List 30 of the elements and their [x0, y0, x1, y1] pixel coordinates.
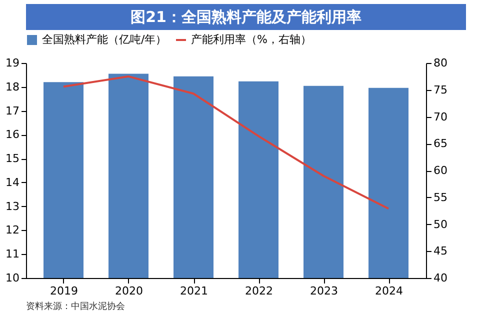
x-tick-label: 2021	[180, 284, 208, 298]
y-tick-label: 17	[6, 104, 20, 118]
x-tick-label: 2024	[375, 284, 403, 298]
y-tick-label: 12	[6, 224, 20, 237]
x-tick-label: 2023	[310, 284, 338, 298]
y2-tick-label: 40	[434, 272, 448, 284]
y-tick-label: 13	[6, 200, 20, 213]
line-series	[62, 75, 390, 210]
y-tick-label: 10	[6, 272, 20, 284]
y2-tick-label: 75	[434, 83, 448, 96]
y2-tick-label: 65	[434, 137, 448, 150]
text: 资料来源：中国水泥协会	[26, 301, 125, 312]
y2-tick-label: 80	[434, 56, 448, 70]
y-tick-label: 11	[6, 248, 20, 261]
y2-tick-label: 50	[434, 218, 448, 231]
y-tick-label: 14	[6, 176, 20, 189]
y2-tick-label: 55	[434, 190, 448, 204]
y-tick-label: 15	[6, 152, 20, 166]
y2-tick-label: 45	[434, 244, 448, 258]
y-tick-label: 16	[6, 128, 20, 142]
y2-tick-label: 70	[434, 110, 448, 124]
x-tick-label: 2022	[245, 284, 273, 298]
legend-label: 产能利用率（%，右轴）	[191, 33, 312, 46]
y-tick-label: 18	[6, 80, 20, 94]
x-tick-label: 2019	[50, 284, 78, 298]
x-tick-label: 2020	[115, 284, 143, 298]
chart-title: 图21：全国熟料产能及产能利用率	[130, 8, 362, 26]
y2-tick-label: 60	[434, 164, 448, 177]
y-tick-label: 19	[6, 56, 20, 70]
legend-label: 全国熟料产能（亿吨/年）	[42, 33, 167, 46]
